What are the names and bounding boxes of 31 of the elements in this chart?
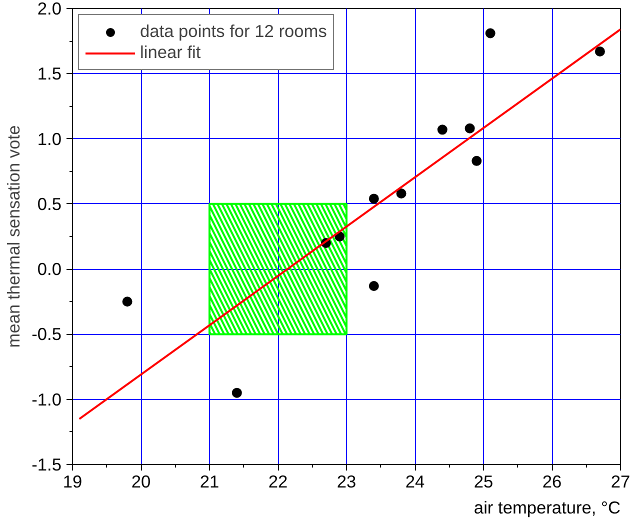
point <box>396 188 406 198</box>
legend-label: linear fit <box>140 42 201 63</box>
x-tick-label: 25 <box>474 472 494 492</box>
y-tick-label: 1.0 <box>37 128 62 149</box>
y-tick-label: 1.5 <box>37 64 62 84</box>
x-axis-title: air temperature, °C <box>474 498 621 518</box>
x-tick-label: 27 <box>610 472 630 492</box>
point <box>437 124 448 135</box>
y-tick-label: -1.5 <box>32 454 62 474</box>
point <box>122 296 132 307</box>
x-tick-label: 26 <box>542 472 562 492</box>
point <box>485 28 496 38</box>
y-axis-title: mean thermal sensation vote <box>4 125 24 348</box>
x-tick-label: 23 <box>336 472 356 492</box>
x-tick-label: 20 <box>131 472 151 492</box>
x-tick-label: 19 <box>62 472 82 492</box>
point <box>368 281 379 291</box>
x-tick-label: 21 <box>200 472 220 492</box>
y-tick-label: 0.5 <box>37 194 62 214</box>
y-tick-label: 2.0 <box>37 0 62 18</box>
y-tick-label: 0.0 <box>37 259 62 280</box>
point <box>464 123 475 134</box>
y-tick-label: -1.0 <box>32 389 62 410</box>
point <box>472 156 482 166</box>
legend-label: data points for 12 rooms <box>140 21 327 42</box>
y-tick-label: -0.5 <box>32 324 62 344</box>
x-tick-label: 24 <box>405 472 425 492</box>
point <box>232 388 242 398</box>
point <box>594 46 605 56</box>
x-tick-label: 22 <box>268 472 288 492</box>
point <box>368 194 379 204</box>
